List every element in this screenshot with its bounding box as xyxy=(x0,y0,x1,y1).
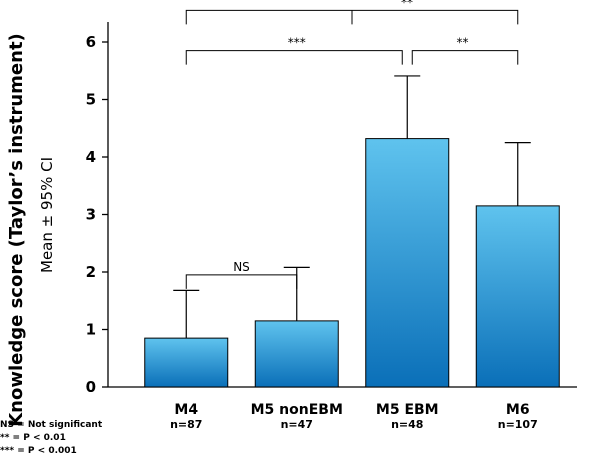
y-tick-label: 4 xyxy=(86,148,96,166)
significance-bracket xyxy=(185,274,298,289)
y-tick-label: 1 xyxy=(86,321,96,339)
y-tick-label: 0 xyxy=(86,378,96,396)
legend-line-ns: NS = Not significant xyxy=(0,420,103,430)
bar xyxy=(475,205,560,388)
y-tick-label: 2 xyxy=(86,263,96,281)
x-category-label: M6 xyxy=(506,402,530,418)
significance-label: ** xyxy=(401,0,413,9)
x-sample-size-label: n=48 xyxy=(391,418,423,431)
significance-label: ** xyxy=(457,36,469,50)
y-tick-label: 6 xyxy=(86,33,96,51)
x-sample-size-label: n=107 xyxy=(498,418,538,431)
legend-line-p01: ** = P < 0.01 xyxy=(0,433,66,443)
y-axis-title: Knowledge score (Taylor’s instrument) xyxy=(6,33,27,427)
x-category-label: M5 EBM xyxy=(376,402,439,418)
bar xyxy=(144,337,229,388)
significance-bracket xyxy=(185,50,403,65)
legend-line-p001: *** = P < 0.001 xyxy=(0,446,77,454)
y-tick-label: 3 xyxy=(86,206,96,224)
y-axis-subtitle: Mean ± 95% CI xyxy=(38,157,56,273)
x-sample-size-label: n=47 xyxy=(281,418,313,431)
significance-label: NS xyxy=(233,260,250,274)
x-category-label: M4 xyxy=(174,402,198,418)
significance-label: *** xyxy=(288,36,306,50)
y-tick-label: 5 xyxy=(86,91,96,109)
bar xyxy=(365,138,450,388)
significance-legend: NS = Not significant ** = P < 0.01 *** =… xyxy=(0,420,103,454)
x-category-label: M5 nonEBM xyxy=(251,402,343,418)
bar xyxy=(254,320,339,388)
x-sample-size-label: n=87 xyxy=(170,418,202,431)
significance-bracket xyxy=(411,50,519,65)
